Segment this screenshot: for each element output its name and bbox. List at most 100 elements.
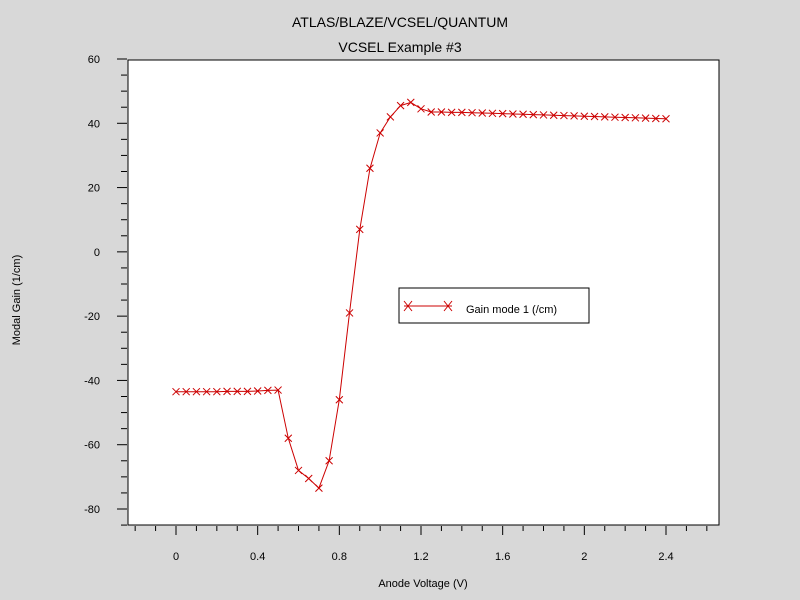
data-point-marker bbox=[600, 113, 609, 121]
marker-stroke bbox=[304, 474, 313, 483]
data-point-marker bbox=[253, 387, 262, 395]
data-point-marker bbox=[560, 111, 568, 120]
x-tick-label: 1.6 bbox=[495, 551, 510, 563]
legend-label: Gain mode 1 (/cm) bbox=[466, 304, 557, 316]
data-point-marker bbox=[212, 387, 221, 396]
data-point-marker bbox=[396, 101, 405, 110]
data-point-marker bbox=[264, 386, 272, 395]
data-point-marker bbox=[529, 110, 538, 119]
data-point-marker bbox=[641, 114, 650, 122]
marker-stroke bbox=[264, 386, 272, 395]
marker-stroke bbox=[386, 113, 395, 121]
marker-stroke bbox=[560, 111, 568, 120]
data-point-marker bbox=[386, 113, 395, 121]
y-tick-label: -60 bbox=[84, 440, 100, 452]
data-point-marker bbox=[284, 434, 293, 443]
marker-stroke bbox=[355, 225, 364, 234]
marker-stroke bbox=[590, 112, 599, 121]
y-tick-label: 0 bbox=[94, 247, 100, 259]
data-point-marker bbox=[509, 110, 517, 118]
data-point-marker bbox=[355, 225, 364, 234]
data-point-marker bbox=[519, 110, 527, 119]
data-point-marker bbox=[580, 112, 589, 121]
data-point-marker bbox=[570, 112, 578, 120]
y-tick-label: -80 bbox=[84, 504, 100, 516]
chart-title: ATLAS/BLAZE/VCSEL/QUANTUM bbox=[292, 14, 508, 30]
marker-stroke bbox=[335, 395, 344, 404]
x-tick-label: 0.8 bbox=[332, 551, 347, 563]
marker-stroke bbox=[662, 114, 670, 123]
x-tick-label: 0.4 bbox=[250, 551, 265, 563]
marker-stroke bbox=[621, 113, 630, 122]
data-point-marker bbox=[539, 111, 548, 119]
data-point-marker bbox=[651, 114, 660, 123]
data-point-marker bbox=[192, 387, 201, 396]
marker-stroke bbox=[182, 387, 191, 396]
data-point-marker bbox=[335, 395, 344, 404]
data-point-marker bbox=[274, 386, 282, 394]
data-point-marker bbox=[488, 109, 497, 118]
data-point-marker bbox=[457, 108, 466, 117]
marker-stroke bbox=[202, 387, 211, 396]
marker-stroke bbox=[376, 129, 385, 137]
data-point-marker bbox=[376, 129, 385, 137]
marker-stroke bbox=[223, 387, 231, 396]
marker-stroke bbox=[611, 113, 619, 122]
x-tick-label: 0 bbox=[173, 551, 179, 563]
data-point-marker bbox=[590, 112, 599, 121]
data-point-marker bbox=[223, 387, 231, 396]
marker-stroke bbox=[498, 109, 507, 118]
data-point-marker bbox=[304, 474, 313, 483]
data-point-marker bbox=[315, 484, 323, 492]
y-axis-label: Modal Gain (1/cm) bbox=[11, 255, 23, 345]
data-point-marker bbox=[417, 104, 425, 113]
legend: Gain mode 1 (/cm) bbox=[398, 287, 590, 324]
data-point-marker bbox=[294, 466, 303, 475]
x-tick-label: 1.2 bbox=[413, 551, 428, 563]
y-tick-label: -20 bbox=[84, 311, 100, 323]
marker-stroke bbox=[509, 110, 517, 118]
legend-marker-right bbox=[443, 300, 453, 312]
data-point-marker bbox=[611, 113, 619, 122]
marker-stroke bbox=[468, 108, 476, 117]
marker-stroke bbox=[631, 113, 640, 122]
data-point-marker bbox=[233, 387, 242, 396]
marker-stroke bbox=[570, 112, 578, 120]
legend-marker-left bbox=[403, 300, 413, 312]
marker-stroke bbox=[212, 387, 221, 396]
chart-subtitle: VCSEL Example #3 bbox=[338, 39, 461, 55]
marker-stroke bbox=[641, 114, 650, 122]
data-point-marker bbox=[366, 164, 374, 173]
data-point-marker bbox=[325, 456, 333, 465]
data-point-marker bbox=[172, 387, 180, 396]
marker-stroke bbox=[345, 309, 354, 317]
series-layer bbox=[172, 98, 670, 492]
marker-stroke bbox=[396, 101, 405, 110]
data-point-marker bbox=[345, 309, 354, 317]
y-tick-label: 20 bbox=[88, 183, 100, 195]
x-tick-label: 2.4 bbox=[658, 551, 673, 563]
marker-stroke bbox=[519, 110, 527, 119]
data-point-marker bbox=[202, 387, 211, 396]
data-point-marker bbox=[406, 98, 415, 107]
y-axis: 60 40 20 0 -20 -40 -60 -80 bbox=[84, 54, 127, 526]
marker-stroke bbox=[325, 456, 333, 465]
y-tick-label: 60 bbox=[88, 54, 100, 66]
y-tick-label: 40 bbox=[88, 118, 100, 130]
marker-stroke bbox=[447, 108, 456, 117]
marker-stroke bbox=[366, 164, 374, 173]
y-tick-label: -40 bbox=[84, 375, 100, 387]
marker-stroke bbox=[529, 110, 538, 119]
marker-stroke bbox=[651, 114, 660, 123]
marker-stroke bbox=[192, 387, 201, 396]
marker-stroke bbox=[172, 387, 180, 396]
marker-stroke bbox=[284, 434, 293, 443]
marker-stroke bbox=[580, 112, 589, 121]
marker-stroke bbox=[406, 98, 415, 107]
marker-stroke bbox=[274, 386, 282, 394]
data-point-marker bbox=[621, 113, 630, 122]
data-point-marker bbox=[182, 387, 191, 396]
marker-stroke bbox=[243, 387, 252, 396]
data-point-marker bbox=[447, 108, 456, 117]
